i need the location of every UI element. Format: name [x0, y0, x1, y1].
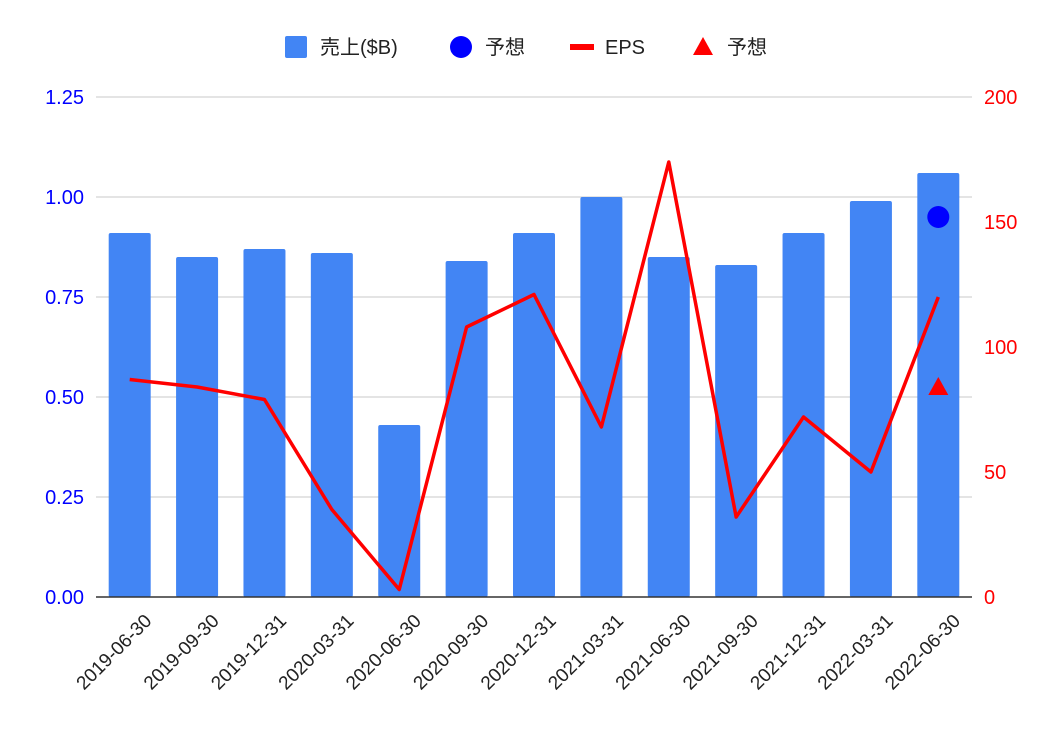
- forecast-circle-point: [927, 206, 950, 228]
- bar: [647, 257, 690, 597]
- forecast-markers: [927, 206, 950, 395]
- y-right-tick-label: 100: [984, 337, 1017, 359]
- y-left-tick-label: 0.00: [45, 587, 84, 609]
- y-left-tick-label: 0.25: [45, 487, 84, 509]
- bar: [513, 233, 555, 597]
- bar: [715, 265, 758, 597]
- legend-label: 予想: [727, 36, 767, 59]
- legend-swatch-bar: [285, 36, 307, 58]
- bar: [849, 201, 892, 597]
- y-right-tick-label: 50: [984, 462, 1006, 484]
- forecast-triangle-point: [928, 377, 949, 395]
- legend-swatch-triangle: [693, 37, 713, 55]
- bar: [445, 261, 488, 597]
- y-left-tick-label: 0.50: [45, 387, 84, 409]
- legend: 売上($B) 予想 EPS 予想: [285, 36, 767, 59]
- y-left-tick-label: 1.25: [45, 87, 84, 109]
- legend-label: 予想: [485, 36, 525, 59]
- y-left-tick-label: 1.00: [45, 187, 84, 209]
- legend-swatch-line: [570, 44, 594, 50]
- bar: [580, 197, 623, 597]
- bar: [782, 233, 825, 597]
- bar: [310, 253, 353, 597]
- legend-label: EPS: [605, 37, 645, 59]
- y-right-tick-label: 150: [984, 212, 1017, 234]
- y-right-tick-label: 200: [984, 87, 1017, 109]
- y-left-tick-label: 0.75: [45, 287, 84, 309]
- bar: [243, 249, 286, 597]
- legend-swatch-circle: [450, 36, 472, 58]
- bar: [176, 257, 219, 597]
- eps-line: [129, 160, 940, 592]
- bar-series: [108, 173, 960, 597]
- legend-label: 売上($B): [320, 36, 398, 59]
- bar: [108, 233, 151, 597]
- eps-line-series: [129, 160, 940, 592]
- y-right-tick-label: 0: [984, 587, 995, 609]
